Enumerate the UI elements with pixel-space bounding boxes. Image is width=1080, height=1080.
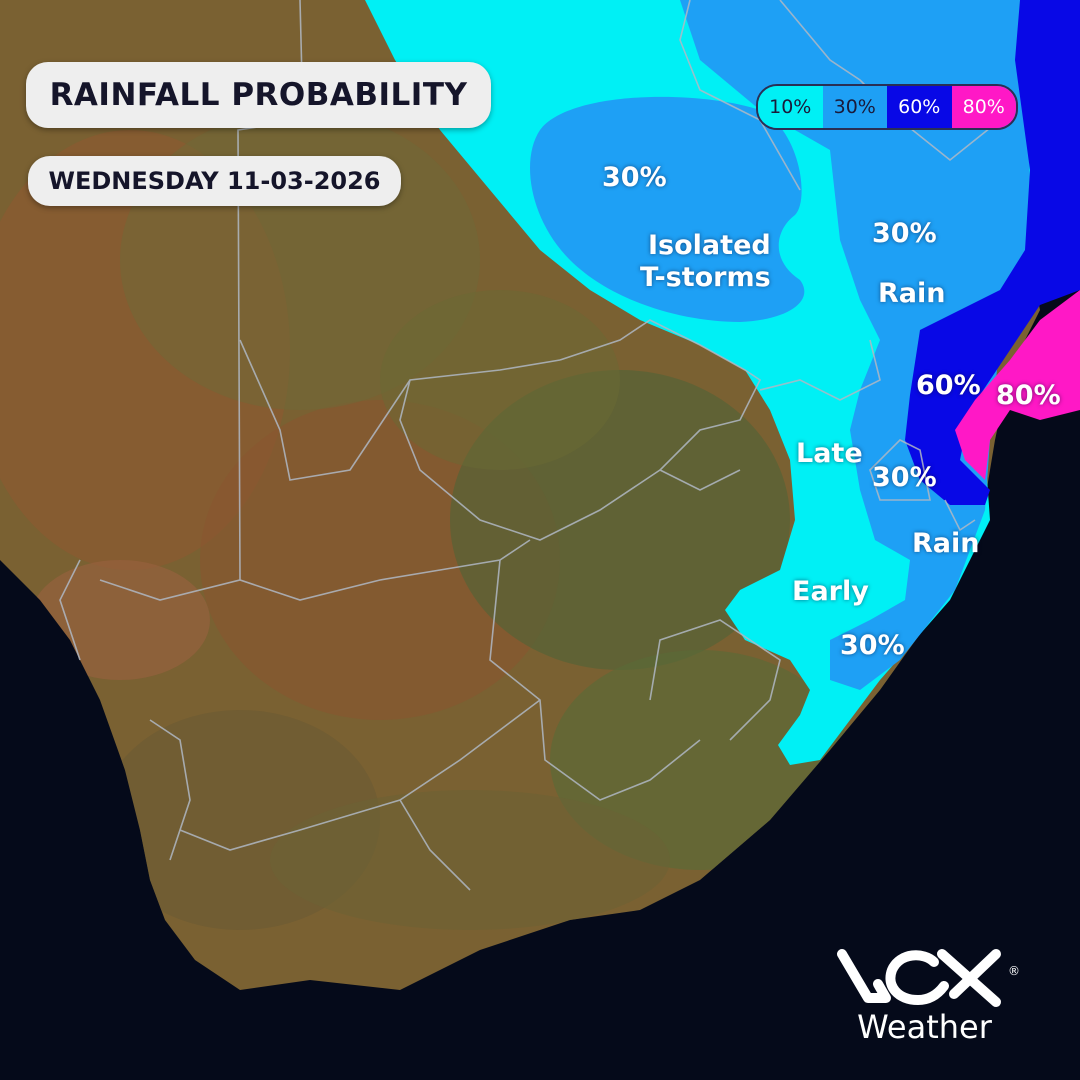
rain-zones: [365, 0, 1080, 765]
label-northwest-pct: 30%: [602, 162, 667, 193]
vox-weather-logo: ® Weather: [832, 940, 1022, 1050]
legend-item-10pct: 10%: [758, 86, 823, 128]
zone-80pct: [955, 290, 1080, 480]
registered-mark: ®: [1008, 964, 1020, 978]
legend-item-80pct: 80%: [951, 86, 1016, 128]
vox-logo-icon: [837, 949, 1001, 1007]
label-east-high-pct: 60%: [916, 370, 981, 401]
probability-legend: 10% 30% 60% 80%: [756, 84, 1018, 130]
label-northeast-pct: 30%: [872, 218, 937, 249]
label-isolated-tstorms: Isolated T-storms: [640, 230, 771, 294]
label-inland-pct: 30%: [872, 462, 937, 493]
label-early: Early: [792, 576, 869, 607]
label-south-pct: 30%: [840, 630, 905, 661]
label-late: Late: [796, 438, 863, 469]
legend-item-30pct: 30%: [822, 86, 887, 128]
label-coast-max-pct: 80%: [996, 380, 1061, 411]
zone-30pct-a: [530, 96, 805, 322]
label-rain-north: Rain: [878, 278, 946, 309]
label-rain-south: Rain: [912, 528, 980, 559]
legend-item-60pct: 60%: [887, 86, 952, 128]
zone-60pct: [905, 0, 1080, 505]
map-title: RAINFALL PROBABILITY: [26, 62, 491, 128]
zone-30pct-b: [680, 0, 1035, 690]
logo-wordmark: Weather: [857, 1008, 992, 1046]
forecast-date: WEDNESDAY 11-03-2026: [28, 156, 401, 206]
